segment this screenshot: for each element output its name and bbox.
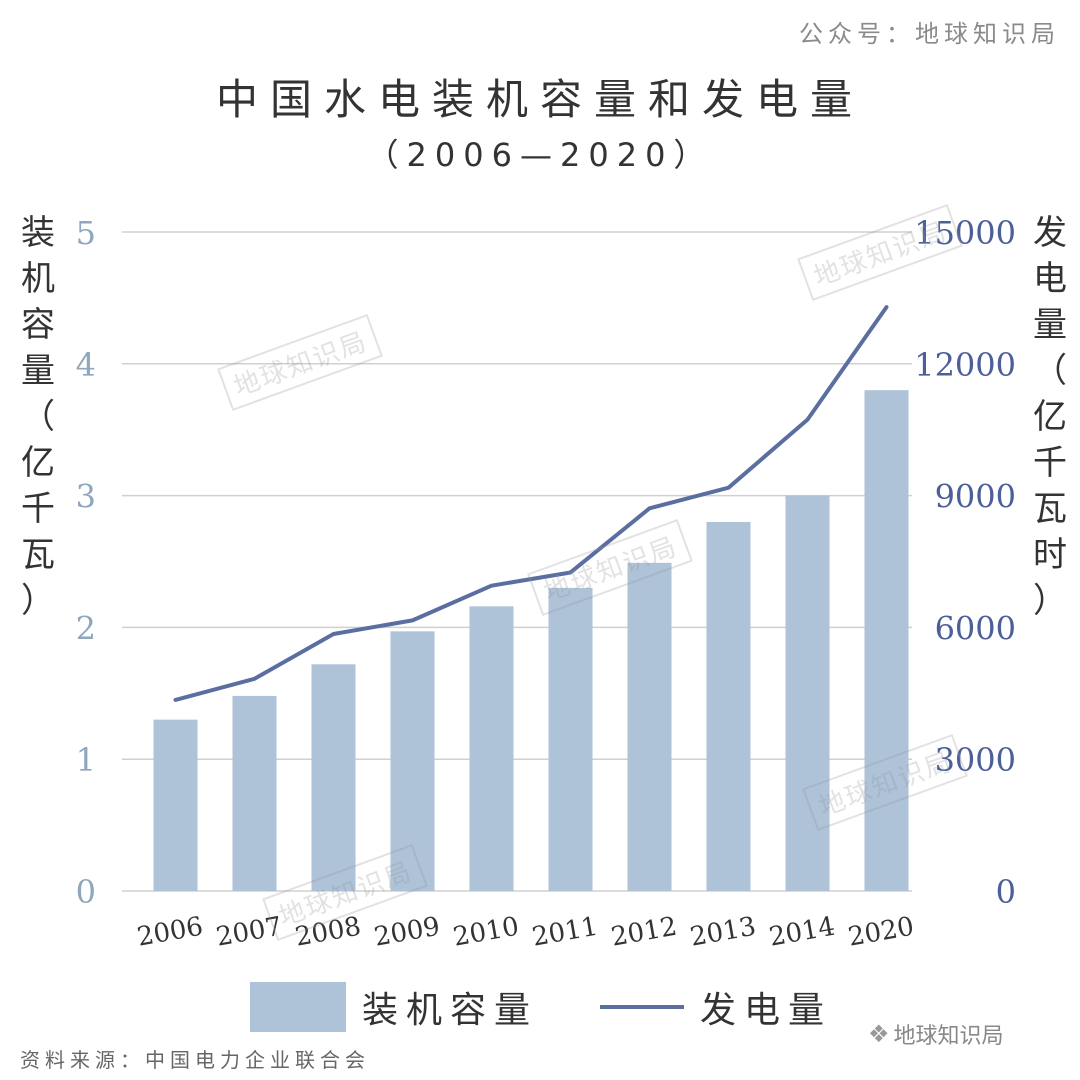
left-tick-label: 3: [76, 478, 96, 516]
left-tick-label: 2: [76, 609, 96, 647]
chart-title: 中国水电装机容量和发电量: [215, 75, 864, 124]
axis-label-char: （: [21, 397, 55, 437]
axis-label-char: 时: [1033, 535, 1067, 575]
right-tick-label: 3000: [935, 741, 1016, 779]
data-source: 资料来源：中国电力企业联合会: [20, 1048, 370, 1072]
right-axis-label: 发电量 （ 亿千瓦时 ）: [1030, 210, 1070, 624]
brand-mark: ❖ 地球知识局: [868, 1018, 1004, 1050]
right-tick-label: 9000: [935, 478, 1016, 516]
account-credit: 公众号：地球知识局: [799, 20, 1060, 48]
axis-label-char: ）: [21, 581, 55, 621]
x-tick-label: 2014: [767, 912, 837, 953]
left-tick-label: 5: [76, 214, 96, 252]
left-axis-label: 装机容量 （ 亿千瓦 ）: [18, 210, 58, 624]
x-tick-label: 2009: [372, 912, 442, 953]
axis-label-char: 瓦: [1033, 489, 1067, 529]
bar: [706, 521, 751, 891]
line-series: [173, 305, 889, 702]
bar: [627, 562, 672, 891]
axis-label-char: 亿: [1033, 397, 1067, 437]
axis-label-char: （: [1033, 351, 1067, 391]
brand-name: 地球知识局: [893, 1024, 1004, 1049]
x-tick-label: 2012: [609, 912, 679, 953]
x-tick-label: 2010: [451, 912, 521, 953]
axis-label-char: 亿: [21, 443, 55, 483]
wechat-icon: ❖: [868, 1020, 890, 1048]
x-tick-label: 2013: [688, 912, 758, 953]
bar: [864, 390, 909, 891]
bar: [469, 606, 514, 891]
legend-bar-label: 装机容量: [362, 990, 539, 1031]
left-tick-label: 0: [76, 873, 96, 911]
axis-label-char: 瓦: [21, 535, 55, 575]
axis-label-char: 量: [21, 351, 55, 391]
right-tick-label: 15000: [914, 214, 1016, 252]
right-tick-label: 0: [996, 873, 1016, 911]
axis-label-char: 千: [21, 489, 55, 529]
bar: [311, 664, 356, 891]
bar: [390, 631, 435, 891]
axis-label-char: 容: [21, 305, 55, 345]
x-tick-label: 2008: [293, 912, 363, 953]
left-tick-label: 1: [76, 741, 96, 779]
right-tick-label: 12000: [914, 346, 1016, 384]
x-tick-label: 2020: [846, 912, 916, 953]
x-tick-label: 2007: [214, 912, 284, 953]
bar: [153, 719, 198, 891]
x-tick-label: 2011: [530, 912, 600, 953]
bar: [232, 695, 277, 891]
axis-label-char: 量: [1033, 305, 1067, 345]
legend-line-label: 发电量: [700, 990, 833, 1031]
x-tick-label: 2006: [135, 912, 205, 953]
left-tick-label: 4: [76, 346, 96, 384]
axis-label-char: 装: [21, 213, 55, 253]
axis-label-char: 机: [21, 259, 55, 299]
bar: [785, 495, 830, 891]
chart-subtitle: （2006—2020）: [366, 136, 714, 174]
axis-label-char: ）: [1033, 581, 1067, 621]
legend-bar-swatch: [250, 982, 346, 1032]
right-tick-label: 6000: [935, 609, 1016, 647]
bar: [548, 587, 593, 891]
legend-line-swatch: [600, 1005, 685, 1009]
axis-label-char: 电: [1033, 259, 1067, 299]
legend: 装机容量 发电量: [250, 982, 832, 1032]
axis-label-char: 千: [1033, 443, 1067, 483]
axis-label-char: 发: [1033, 213, 1067, 253]
